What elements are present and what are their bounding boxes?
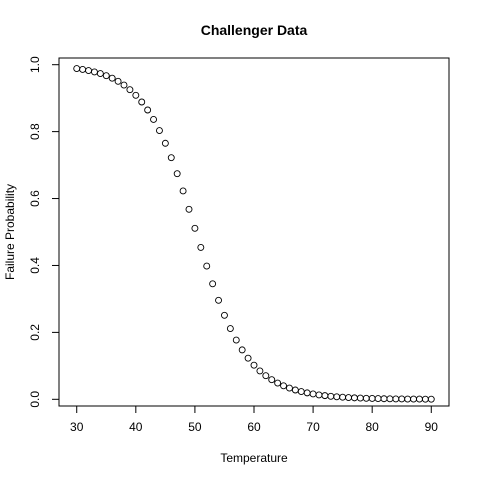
y-axis: 0.0 0.2 0.4 0.6 0.8 1.0 — [28, 56, 59, 408]
data-point — [321, 392, 329, 400]
x-tick-label: 90 — [425, 420, 439, 434]
data-point — [410, 395, 417, 403]
data-point — [250, 361, 258, 369]
y-tick-label: 0.4 — [28, 257, 42, 274]
data-point — [303, 389, 311, 397]
chart-title: Challenger Data — [201, 22, 308, 38]
data-point — [427, 395, 435, 403]
data-point — [368, 395, 376, 402]
data-point — [150, 116, 157, 123]
y-tick-label: 0.8 — [28, 123, 42, 140]
y-tick-label: 1.0 — [28, 56, 42, 73]
data-point — [167, 154, 175, 162]
data-point — [333, 393, 341, 401]
x-tick-label: 40 — [129, 420, 143, 434]
data-point — [185, 205, 193, 213]
data-point — [315, 391, 323, 399]
data-point — [161, 139, 169, 147]
data-point — [179, 187, 187, 195]
data-points — [73, 65, 435, 403]
data-point — [156, 127, 163, 134]
data-point — [209, 280, 217, 288]
data-point — [398, 395, 406, 403]
data-point — [215, 296, 222, 304]
data-point — [221, 311, 228, 319]
data-point — [404, 395, 412, 403]
data-point — [114, 77, 122, 85]
data-point — [203, 262, 211, 270]
plot-frame — [58, 57, 450, 407]
data-point — [91, 68, 98, 76]
data-point — [291, 386, 299, 394]
data-point — [238, 346, 246, 354]
data-point — [356, 394, 364, 402]
data-point — [102, 72, 110, 80]
data-point — [79, 65, 87, 73]
data-point — [138, 98, 146, 106]
data-point — [262, 372, 270, 380]
x-tick-label: 60 — [247, 420, 261, 434]
y-tick-label: 0.0 — [28, 391, 42, 408]
data-point — [132, 91, 140, 99]
data-point — [374, 395, 382, 403]
data-point — [280, 382, 287, 390]
data-point — [362, 394, 370, 402]
data-point — [73, 65, 81, 72]
data-point — [297, 388, 305, 396]
x-axis: 30 40 50 60 70 80 90 — [70, 406, 438, 434]
data-point — [274, 379, 282, 387]
y-tick-label: 0.6 — [28, 190, 42, 207]
x-tick-label: 70 — [306, 420, 320, 434]
x-tick-label: 80 — [366, 420, 380, 434]
data-point — [191, 224, 199, 232]
y-axis-label: Failure Probability — [3, 184, 17, 280]
data-point — [286, 384, 293, 392]
data-point — [327, 392, 335, 400]
data-point — [197, 243, 205, 251]
data-point — [120, 81, 128, 89]
data-point — [309, 390, 317, 398]
data-point — [96, 70, 104, 78]
x-axis-label: Temperature — [220, 451, 288, 465]
data-point — [345, 394, 352, 402]
data-point — [339, 393, 347, 401]
data-point — [421, 395, 429, 403]
data-point — [268, 376, 276, 384]
data-point — [226, 325, 234, 332]
data-point — [380, 395, 388, 403]
data-point — [416, 395, 423, 403]
data-point — [256, 367, 264, 375]
data-point — [244, 354, 252, 362]
data-point — [351, 394, 358, 402]
data-point — [144, 106, 152, 114]
x-tick-label: 50 — [188, 420, 202, 434]
data-point — [392, 395, 400, 403]
data-point — [386, 395, 394, 403]
data-point — [85, 67, 92, 74]
x-tick-label: 30 — [70, 420, 84, 434]
y-tick-label: 0.2 — [28, 324, 42, 341]
data-point — [126, 86, 134, 94]
data-point — [232, 336, 240, 344]
data-point — [108, 74, 116, 82]
data-point — [173, 170, 181, 178]
